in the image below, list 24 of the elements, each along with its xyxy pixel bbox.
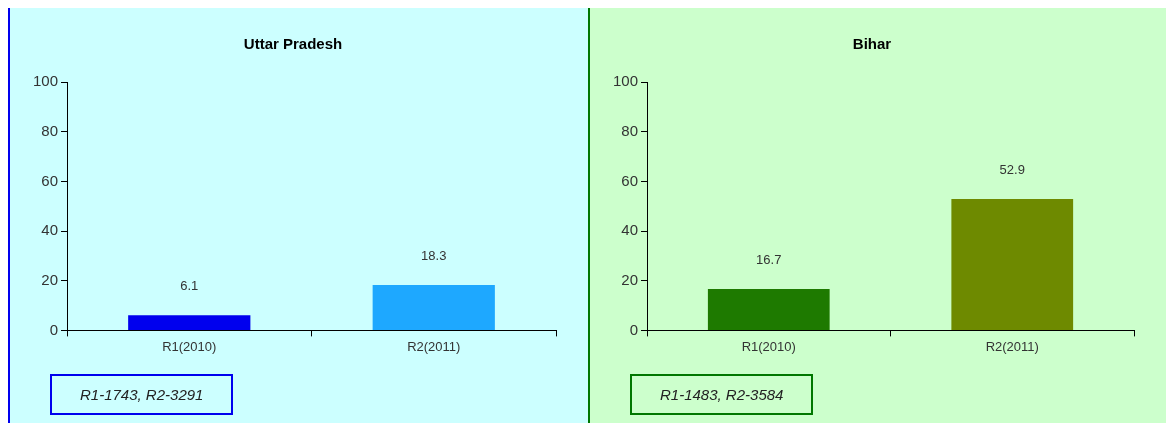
data-label: 52.9 xyxy=(999,162,1025,178)
x-tick-label: R1(2010) xyxy=(162,338,217,354)
chart-title: Uttar Pradesh xyxy=(243,35,343,53)
y-tick-label: 60 xyxy=(41,171,59,189)
chart-title: Bihar xyxy=(852,35,892,53)
text: R1-1743, R2-3291 xyxy=(50,374,234,415)
x-tick-label: R2(2011) xyxy=(407,338,461,354)
y-tick-label: 60 xyxy=(621,171,639,189)
text: R1-1483, R2-3584 xyxy=(630,374,814,415)
y-tick-label: 0 xyxy=(629,320,639,338)
x-tick-label: R2(2011) xyxy=(985,338,1039,354)
y-tick-label: 100 xyxy=(613,72,639,90)
y-tick-label: 20 xyxy=(41,270,59,288)
data-label: 16.7 xyxy=(756,252,782,267)
y-tick-label: 40 xyxy=(621,221,639,239)
data-label: 6.1 xyxy=(180,278,199,294)
x-tick-label: R1(2010) xyxy=(741,338,796,354)
y-tick-label: 0 xyxy=(49,320,59,338)
y-tick-label: 80 xyxy=(621,121,639,139)
y-tick-label: 80 xyxy=(41,121,59,139)
data-label: 18.3 xyxy=(421,248,447,264)
y-tick-label: 100 xyxy=(33,72,59,90)
y-tick-label: 20 xyxy=(621,270,639,288)
y-tick-label: 40 xyxy=(41,221,59,239)
